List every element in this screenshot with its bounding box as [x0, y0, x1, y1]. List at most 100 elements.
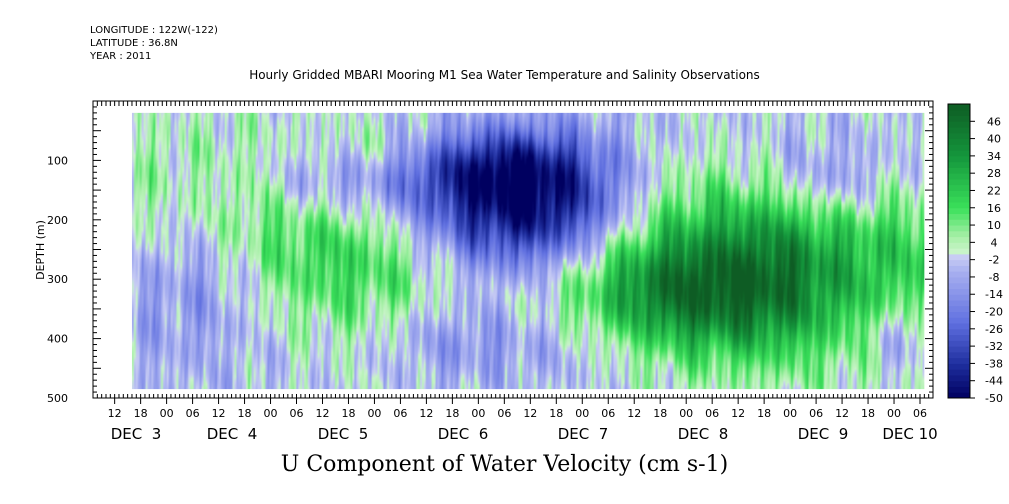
colorbar-label: 46: [987, 115, 1001, 128]
x-hour-label: 12: [731, 407, 745, 420]
colorbar-label: -14: [985, 288, 1003, 301]
colorbar-band: [948, 109, 970, 117]
colorbar-label: -38: [985, 357, 1003, 370]
y-axis-label: DEPTH (m): [34, 220, 47, 280]
latitude-label: LATITUDE : 36.8N: [90, 38, 178, 49]
colorbar-band: [948, 178, 970, 186]
colorbar-band: [948, 132, 970, 140]
colorbar-band: [948, 121, 970, 128]
x-axis: 12 18 00 06 12 18 00 06 12 18 00 06 12 18 00 06 12 18 00 06…: [108, 398, 938, 443]
x-hour-label: 00: [783, 407, 797, 420]
x-hour-label: 06: [290, 407, 304, 420]
x-hour-label: 18: [341, 407, 355, 420]
colorbar-band: [948, 351, 970, 359]
longitude-label: LONGITUDE : 122W(-122): [90, 25, 218, 36]
x-hour-label: 12: [523, 407, 537, 420]
colorbar-label: 22: [987, 184, 1001, 197]
colorbar-band: [948, 323, 970, 330]
x-hour-label: 12: [835, 407, 849, 420]
colorbar-band: [948, 328, 970, 336]
colorbar-band: [948, 150, 970, 157]
colorbar-band: [948, 259, 970, 266]
metadata-block: LONGITUDE : 122W(-122) LATITUDE : 36.8N …: [90, 24, 218, 63]
colorbar-band: [948, 380, 970, 387]
colorbar-band: [948, 363, 970, 370]
y-tick-label: 400: [47, 333, 68, 346]
year-label: YEAR : 2011: [90, 51, 152, 62]
colorbar-band: [948, 265, 970, 272]
colorbar-band: [948, 386, 970, 393]
colorbar-band: [948, 196, 970, 203]
x-day-label: DEC 8: [678, 425, 729, 443]
colorbar-band: [948, 230, 970, 238]
x-hour-label: 00: [887, 407, 901, 420]
y-tick-label: 500: [47, 392, 68, 405]
x-hour-label: 06: [601, 407, 615, 420]
x-hour-label: 00: [679, 407, 693, 420]
y-tick-label: 300: [47, 273, 68, 286]
colorbar-label: -2: [989, 254, 1000, 267]
x-day-label: DEC 6: [438, 425, 489, 443]
colorbar-label: -26: [985, 323, 1003, 336]
colorbar: 46 40 34 28 22 16 10 4 -2 -8 -14 -20 -26 -32 -38 -44 -50: [947, 103, 1003, 405]
x-hour-label: 06: [705, 407, 719, 420]
heatmap-field: [131, 112, 925, 390]
colorbar-label: 28: [987, 167, 1001, 180]
colorbar-band: [948, 161, 970, 168]
x-hour-label: 12: [419, 407, 433, 420]
colorbar-band: [948, 311, 970, 318]
colorbar-band: [948, 236, 970, 243]
colorbar-band: [948, 276, 970, 284]
x-hour-label: 06: [809, 407, 823, 420]
colorbar-label: 34: [987, 150, 1001, 163]
colorbar-band: [948, 334, 970, 341]
colorbar-label: 10: [987, 219, 1001, 232]
colorbar-label: 40: [987, 133, 1001, 146]
colorbar-band: [948, 173, 970, 180]
x-hour-label: 12: [627, 407, 641, 420]
colorbar-label: 4: [991, 236, 998, 249]
colorbar-band: [948, 207, 970, 215]
colorbar-label: -32: [985, 340, 1003, 353]
colorbar-band: [948, 294, 970, 301]
x-hour-label: 00: [264, 407, 278, 420]
colorbar-band: [948, 392, 970, 399]
colorbar-label: 16: [987, 202, 1001, 215]
x-hour-label: 18: [445, 407, 459, 420]
colorbar-band: [948, 104, 970, 111]
colorbar-band: [948, 190, 970, 197]
x-hour-label: 12: [108, 407, 122, 420]
colorbar-band: [948, 253, 970, 261]
x-day-label: DEC 10: [882, 425, 937, 443]
colorbar-band: [948, 340, 970, 347]
x-hour-label: 00: [575, 407, 589, 420]
colorbar-band: [948, 202, 970, 209]
colorbar-frame: [947, 103, 971, 399]
colorbar-label: -8: [989, 271, 1000, 284]
colorbar-label: -50: [985, 392, 1003, 405]
x-hour-label: 00: [160, 407, 174, 420]
colorbar-band: [948, 282, 970, 289]
x-day-label: DEC 3: [111, 425, 162, 443]
colorbar-band: [948, 213, 970, 220]
colorbar-band: [948, 346, 970, 353]
colorbar-band: [948, 144, 970, 151]
colorbar-band: [948, 300, 970, 307]
colorbar-band: [948, 219, 970, 226]
colorbar-band: [948, 242, 970, 249]
colorbar-band: [948, 357, 970, 364]
x-hour-label: 00: [367, 407, 381, 420]
colorbar-band: [948, 225, 970, 232]
x-hour-label: 18: [134, 407, 148, 420]
x-hour-label: 18: [549, 407, 563, 420]
colorbar-band: [948, 271, 970, 278]
y-tick-label: 100: [47, 154, 68, 167]
colorbar-band: [948, 248, 970, 255]
colorbar-band: [948, 374, 970, 382]
x-hour-label: 12: [315, 407, 329, 420]
x-day-label: DEC 5: [318, 425, 369, 443]
colorbar-band: [948, 155, 970, 163]
y-tick-label: 200: [47, 214, 68, 227]
y-axis: 100 200 300 400 500: [47, 154, 68, 405]
